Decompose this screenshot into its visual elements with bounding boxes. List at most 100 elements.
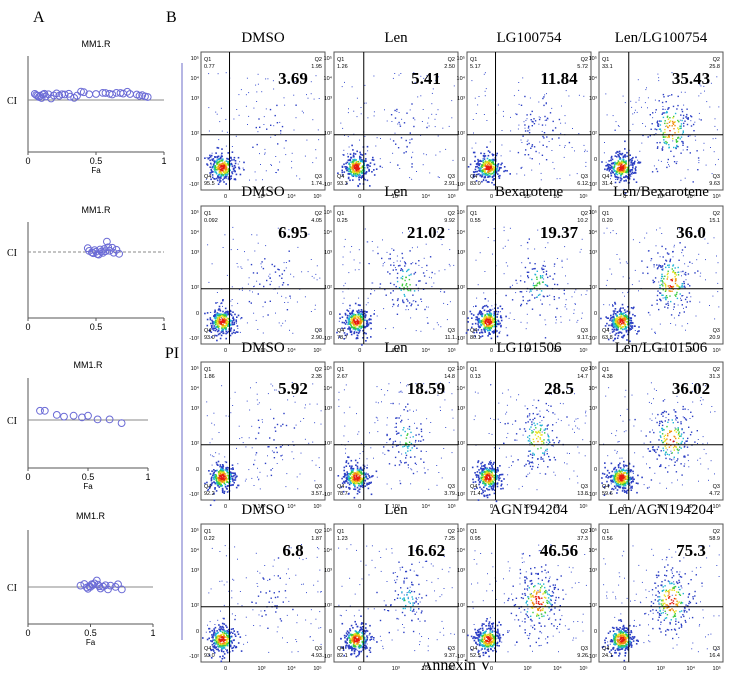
flow-event: [616, 173, 619, 176]
flow-event: [681, 295, 683, 297]
flow-q3-label: Q3: [581, 328, 588, 334]
flow-event: [694, 272, 696, 274]
flow-event: [302, 389, 304, 391]
flow-event: [669, 295, 671, 297]
flow-event: [218, 321, 220, 324]
flow-event: [498, 168, 501, 171]
flow-event: [687, 265, 689, 267]
flow-event: [214, 317, 217, 320]
flow-event: [230, 475, 233, 478]
flow-event: [624, 165, 626, 167]
flow-event: [674, 280, 677, 282]
flow-event: [662, 116, 665, 119]
flow-event: [554, 127, 557, 129]
flow-event: [525, 149, 527, 151]
flow-event: [293, 129, 295, 131]
flow-event: [235, 331, 238, 333]
flow-event: [473, 171, 475, 174]
flow-event: [698, 162, 700, 164]
flow-event: [214, 309, 216, 312]
flow-event: [413, 72, 415, 74]
flow-event: [520, 305, 522, 307]
flow-event: [222, 479, 224, 481]
flow-event: [477, 313, 479, 316]
flow-x-tick-label: 10⁵: [448, 193, 456, 200]
flow-event: [607, 163, 609, 166]
flow-event: [356, 319, 359, 321]
flow-event: [662, 283, 664, 285]
flow-event: [345, 460, 348, 462]
flow-x-tick-label: 10⁵: [313, 347, 321, 354]
flow-event: [390, 403, 392, 404]
flow-event: [238, 114, 240, 116]
flow-event: [614, 301, 616, 304]
flow-event: [287, 445, 289, 446]
flow-event: [477, 167, 480, 169]
flow-event: [531, 120, 533, 123]
flow-event: [698, 95, 700, 97]
flow-event: [647, 97, 649, 99]
flow-event: [507, 239, 509, 241]
flow-event: [435, 383, 437, 385]
flow-event: [278, 269, 280, 271]
flow-event: [266, 128, 268, 130]
flow-event: [541, 277, 544, 279]
flow-event: [695, 139, 697, 141]
flow-event: [357, 480, 359, 482]
flow-event: [220, 480, 222, 482]
flow-event: [216, 334, 218, 337]
flow-y-tick-label: 0: [462, 157, 465, 163]
flow-event: [356, 167, 359, 169]
flow-event: [310, 81, 312, 83]
flow-event: [618, 154, 620, 157]
flow-event: [541, 420, 543, 422]
flow-q1-label-value: 0.20: [602, 218, 613, 224]
flow-event: [667, 108, 669, 110]
flow-event: [406, 434, 408, 436]
flow-event: [633, 162, 636, 164]
flow-event: [574, 291, 576, 293]
flow-panel-title: Bexarotene: [495, 184, 564, 200]
flow-event: [359, 318, 361, 320]
flow-q1-label: Q1: [337, 367, 344, 373]
flow-event: [717, 282, 719, 284]
flow-event: [616, 319, 618, 321]
flow-event: [538, 464, 539, 466]
flow-event: [351, 319, 353, 321]
flow-event: [413, 290, 416, 292]
flow-event: [221, 473, 224, 476]
ci-data-point: [117, 419, 126, 428]
flow-event: [357, 164, 359, 167]
flow-event: [347, 112, 349, 114]
flow-x-tick-label: 10⁴: [553, 347, 562, 354]
flow-event: [278, 275, 281, 277]
flow-event: [366, 458, 368, 460]
flow-event: [351, 475, 353, 478]
flow-event: [421, 267, 423, 268]
flow-event: [623, 309, 626, 311]
flow-event: [434, 118, 436, 120]
flow-event: [230, 314, 233, 317]
flow-event: [245, 446, 247, 448]
flow-event: [488, 333, 490, 335]
flow-event: [407, 384, 409, 386]
flow-event: [481, 169, 484, 171]
flow-event: [680, 299, 683, 301]
flow-event: [493, 312, 496, 315]
flow-event: [255, 84, 257, 86]
flow-event: [275, 172, 277, 173]
flow-event: [253, 107, 255, 109]
flow-event: [294, 81, 296, 83]
flow-event: [533, 282, 534, 284]
flow-event: [448, 125, 450, 127]
flow-event: [374, 422, 376, 424]
flow-event: [218, 168, 220, 171]
flow-event: [664, 108, 666, 110]
flow-event: [360, 176, 362, 179]
flow-event: [219, 465, 221, 468]
flow-event: [275, 447, 277, 449]
flow-event: [546, 146, 548, 148]
flow-event: [660, 120, 662, 122]
flow-event: [402, 429, 404, 431]
flow-event: [683, 273, 685, 275]
